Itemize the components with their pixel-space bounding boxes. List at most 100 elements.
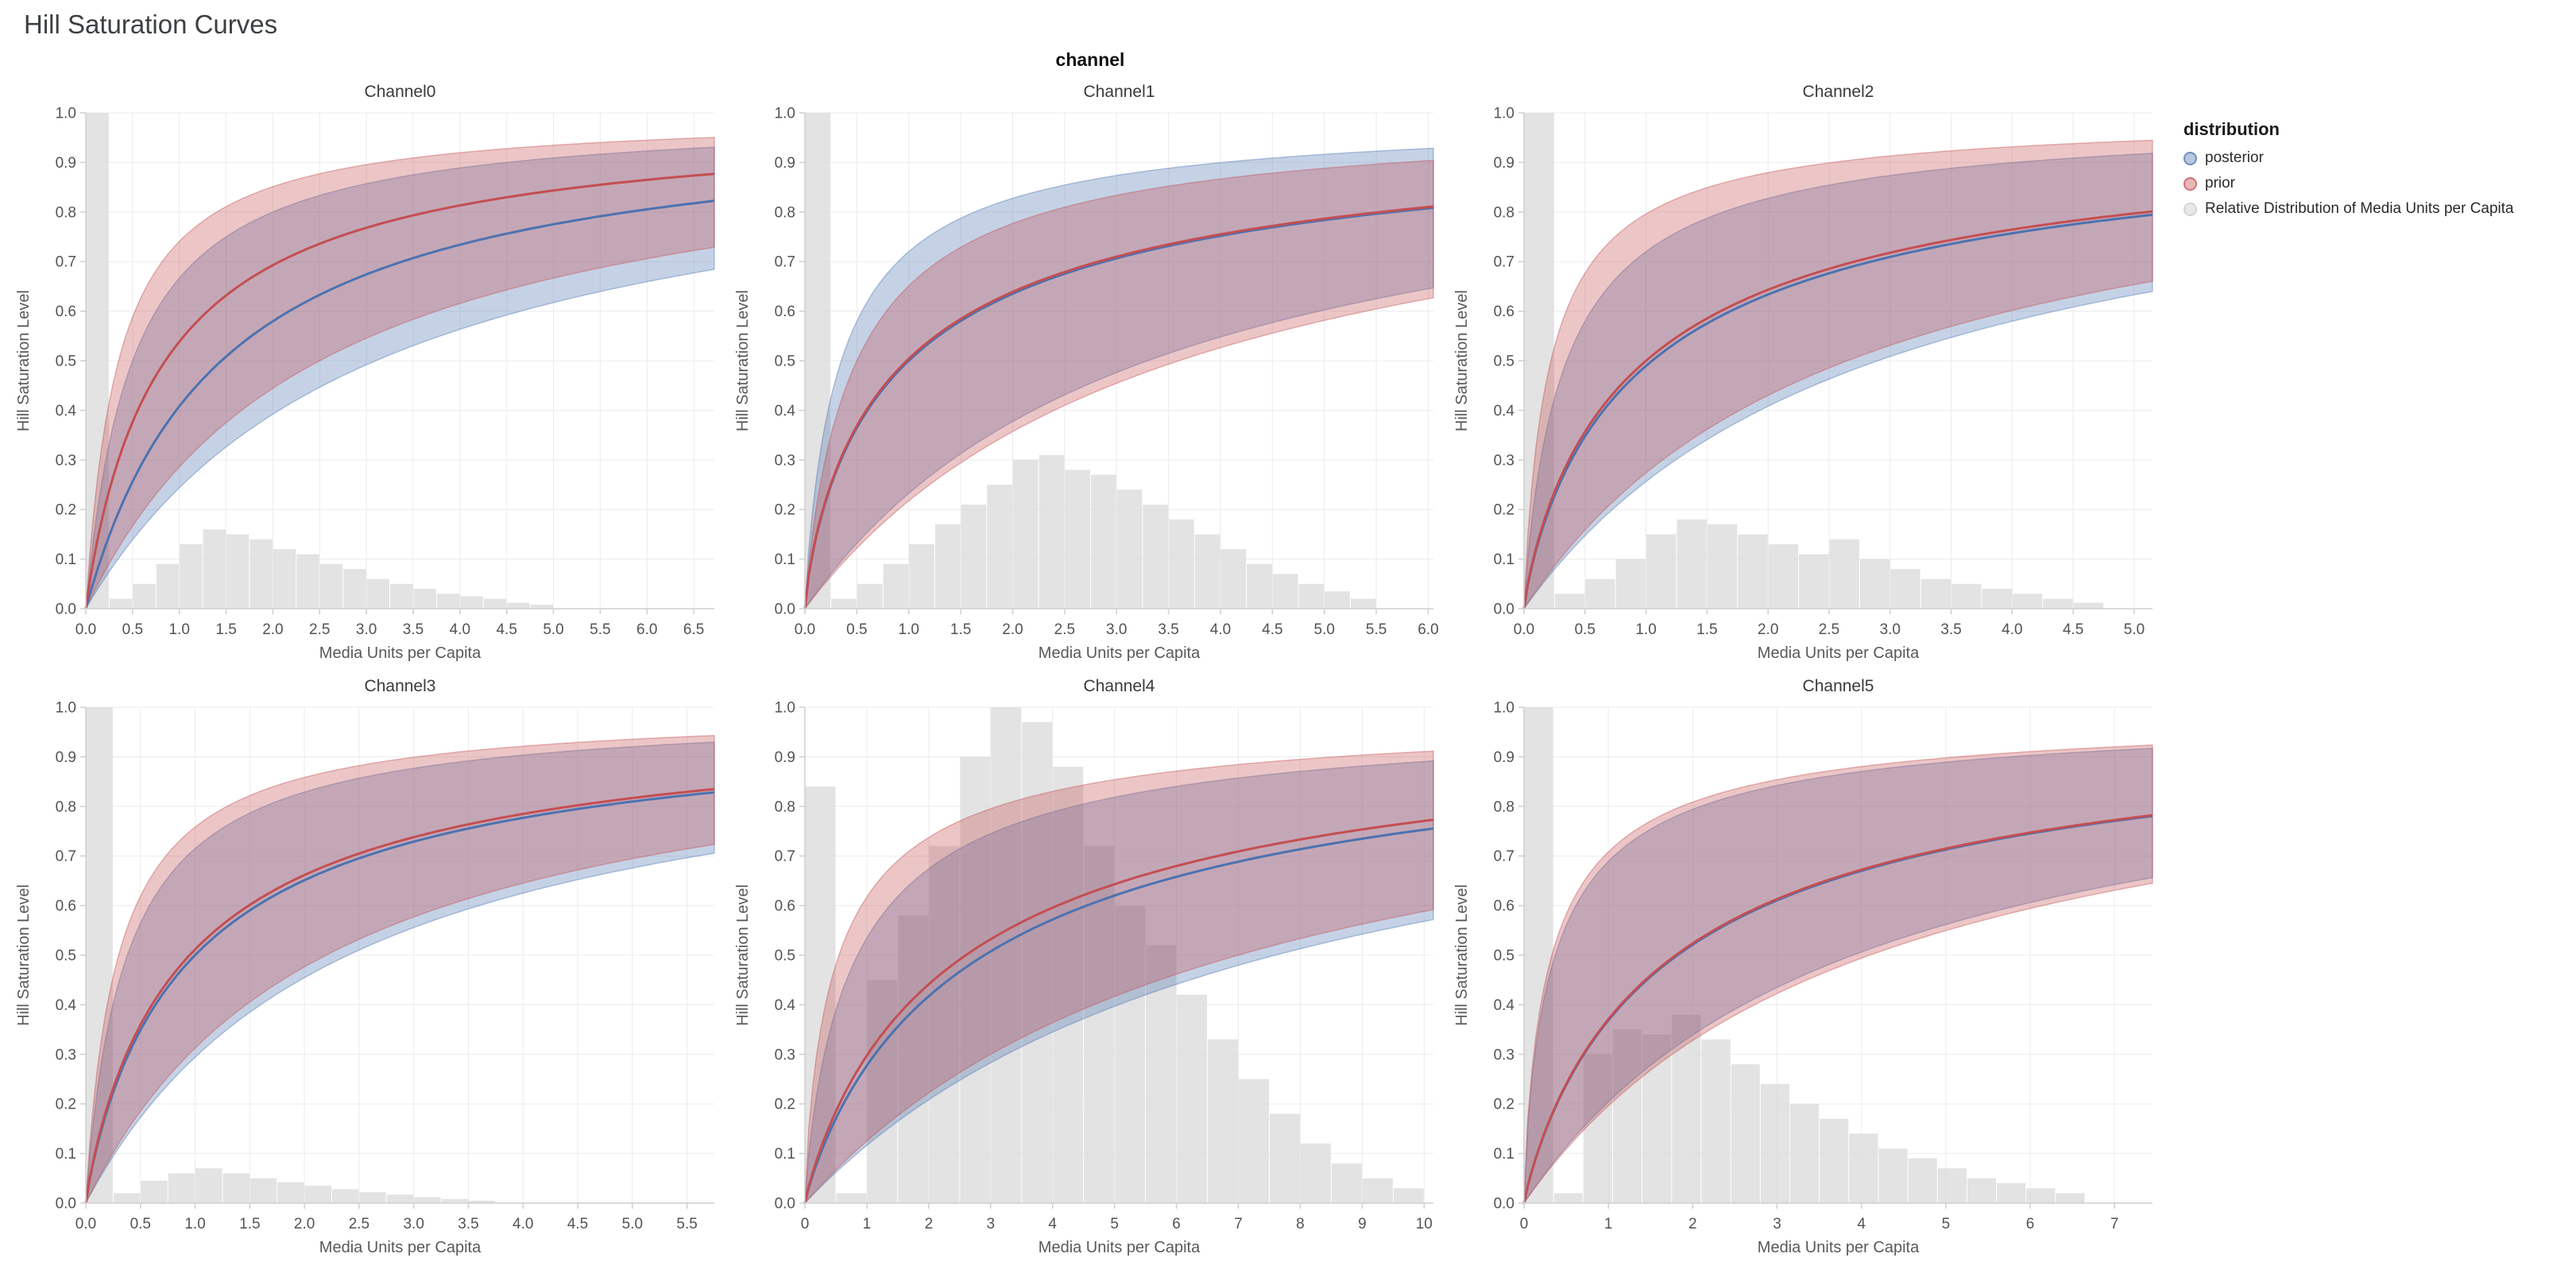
histogram-bar xyxy=(1768,544,1799,609)
histogram-bar xyxy=(414,1197,441,1203)
histogram-bar xyxy=(1091,474,1116,609)
x-tick-label: 0.0 xyxy=(1514,621,1534,638)
x-tick-label: 4.0 xyxy=(2002,621,2022,638)
y-tick-label: 0.0 xyxy=(56,601,76,617)
x-tick-label: 0.0 xyxy=(75,1216,96,1232)
histogram-bar xyxy=(1053,766,1084,1203)
y-tick-label: 0.7 xyxy=(56,849,76,865)
histogram-bar xyxy=(483,598,507,609)
histogram-bar xyxy=(1672,1014,1701,1203)
x-tick-label: 5.0 xyxy=(1314,621,1335,638)
histogram-bar xyxy=(1194,534,1220,609)
y-tick-label: 0.0 xyxy=(1494,1195,1514,1212)
posterior-line xyxy=(84,791,715,1204)
x-tick-label: 2 xyxy=(925,1216,934,1232)
histogram-bar xyxy=(441,1199,468,1203)
y-tick-label: 0.1 xyxy=(775,551,795,568)
x-tick-label: 2.0 xyxy=(262,621,283,638)
histogram-bar xyxy=(961,505,987,609)
histogram-bar xyxy=(929,845,960,1203)
x-tick-label: 1 xyxy=(1604,1216,1613,1232)
posterior-band xyxy=(1523,153,2153,611)
histogram-bar xyxy=(1829,539,1859,609)
subplot-title: Channel0 xyxy=(365,83,436,101)
histogram-bar xyxy=(2026,1188,2056,1203)
x-tick-label: 5 xyxy=(1942,1216,1951,1232)
x-tick-label: 4.5 xyxy=(567,1216,588,1232)
x-tick-label: 0 xyxy=(1520,1216,1529,1232)
histogram-bar xyxy=(1997,1183,2026,1203)
histogram-bar xyxy=(1239,1079,1269,1203)
x-tick-label: 2.5 xyxy=(1819,621,1839,638)
x-tick-label: 1.5 xyxy=(1696,621,1717,638)
y-tick-label: 0.5 xyxy=(775,353,795,370)
y-axis-title: Hill Saturation Level xyxy=(15,290,33,431)
histogram-bar xyxy=(222,1173,249,1203)
prior-line xyxy=(1522,210,2153,609)
y-tick-label: 0.9 xyxy=(1494,155,1514,172)
histogram-bar xyxy=(1272,574,1298,609)
legend-title: distribution xyxy=(2183,119,2280,139)
posterior-line xyxy=(1522,213,2153,609)
x-tick-label: 1.0 xyxy=(184,1216,205,1232)
y-tick-label: 0.1 xyxy=(1494,551,1514,568)
x-tick-label: 4 xyxy=(1048,1216,1057,1232)
histogram-bar xyxy=(1908,1158,1937,1203)
x-tick-label: 0.5 xyxy=(130,1216,151,1232)
y-tick-label: 0.8 xyxy=(1494,799,1514,815)
legend-item-media-distribution: Relative Distribution of Media Units per… xyxy=(2183,200,2565,218)
histogram-bar xyxy=(180,544,203,609)
subplot-title: Channel5 xyxy=(1803,677,1874,695)
prior-band xyxy=(1523,744,2153,1205)
y-tick-label: 0.5 xyxy=(1494,353,1514,370)
y-tick-label: 0.9 xyxy=(56,155,76,172)
x-tick-label: 1.5 xyxy=(950,621,971,638)
histogram-bar xyxy=(1554,594,1585,609)
y-axis-title: Hill Saturation Level xyxy=(734,290,752,431)
y-tick-label: 0.1 xyxy=(1494,1146,1514,1163)
histogram-bar xyxy=(133,583,156,609)
y-tick-label: 0.2 xyxy=(1494,502,1514,519)
histogram-bar xyxy=(413,589,436,609)
posterior-line xyxy=(84,199,715,609)
x-tick-label: 3.0 xyxy=(1106,621,1127,638)
prior-band xyxy=(804,750,1434,1205)
subplot-title: Channel2 xyxy=(1803,83,1874,101)
subplot-channel4: 0 1 2 3 4 5 6 7 8 9 10 0.0 0.1 0.2 0.3 0.4 0.5 0.6 0.7 0.8 0… xyxy=(734,677,1434,1256)
histogram-bar xyxy=(86,707,113,1203)
x-tick-label: 3 xyxy=(987,1216,996,1232)
histogram-bar xyxy=(156,563,180,609)
x-tick-label: 1.0 xyxy=(168,621,189,638)
x-tick-label: 4.5 xyxy=(2063,621,2083,638)
x-tick-label: 1.0 xyxy=(899,621,919,638)
histogram-bar xyxy=(2012,594,2043,609)
histogram-bar xyxy=(1298,583,1325,609)
y-tick-label: 1.0 xyxy=(56,105,76,122)
histogram-bar xyxy=(386,1194,414,1203)
y-tick-label: 0.3 xyxy=(56,452,76,469)
histogram-bar xyxy=(1325,591,1350,609)
y-tick-label: 0.2 xyxy=(775,502,795,519)
histogram-bar xyxy=(359,1192,386,1203)
x-axis-title: Media Units per Capita xyxy=(319,1239,482,1256)
histogram-bar xyxy=(1350,598,1376,609)
histogram-bar xyxy=(1677,519,1707,609)
x-tick-label: 4.5 xyxy=(496,621,516,638)
y-tick-label: 0.9 xyxy=(775,155,795,172)
x-tick-label: 5 xyxy=(1110,1216,1119,1232)
histogram-bar xyxy=(460,596,483,609)
y-tick-label: 0.1 xyxy=(56,551,76,568)
legend-item-label: Relative Distribution of Media Units per… xyxy=(2205,200,2514,217)
subplot-channel1: 0.0 0.5 1.0 1.5 2.0 2.5 3.0 3.5 4.0 4.5 5.0 5.5 6.0 0… xyxy=(734,83,1439,662)
histogram-bar xyxy=(1208,1039,1239,1203)
media-distribution-swatch-icon xyxy=(2183,202,2197,216)
histogram-bar xyxy=(1362,1178,1393,1203)
prior-line xyxy=(803,205,1434,609)
histogram-bar xyxy=(1143,505,1169,609)
histogram-bar xyxy=(390,583,413,609)
histogram-bar xyxy=(1583,1054,1612,1203)
posterior-line xyxy=(803,827,1434,1204)
subplot-channel2: 0.0 0.5 1.0 1.5 2.0 2.5 3.0 3.5 4.0 4.5 5.0 0.0 0.1 0… xyxy=(1453,83,2153,662)
x-axis-title: Media Units per Capita xyxy=(1758,644,1920,662)
prior-band xyxy=(1523,139,2153,611)
